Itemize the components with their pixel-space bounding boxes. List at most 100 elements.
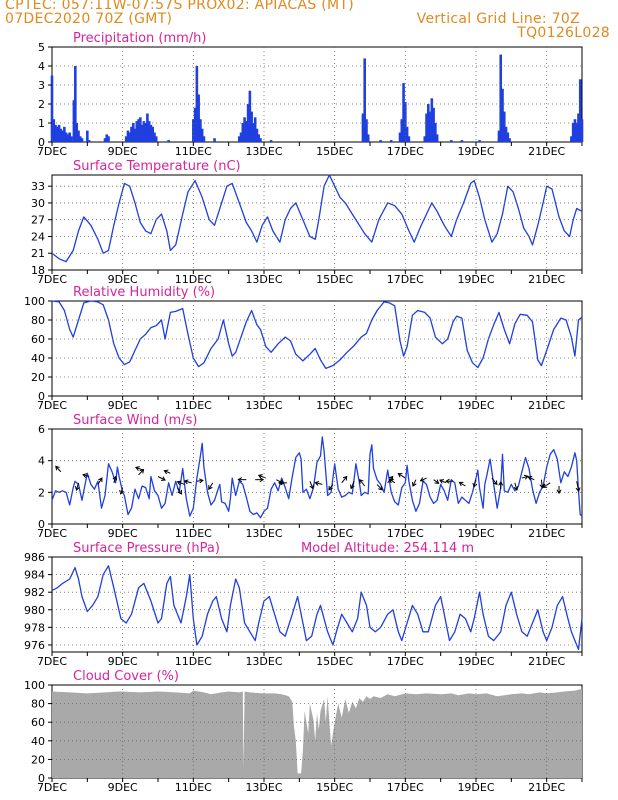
precip-bar: [86, 130, 89, 142]
precip-bar: [499, 54, 503, 142]
header-date: 07DEC2020 70Z (GMT): [5, 11, 173, 27]
wind-arrowhead: [378, 485, 383, 491]
wind-arrowhead: [55, 465, 60, 471]
precip-bar: [435, 134, 439, 142]
panel-temperature: [48, 174, 583, 274]
precip-bar: [508, 138, 511, 142]
precip-bar: [434, 123, 437, 142]
y-tick-label: 4: [38, 60, 45, 73]
x-tick-label: 11DEC: [175, 527, 212, 540]
wind-arrow: [412, 479, 417, 487]
y-tick-label: 0: [38, 772, 45, 785]
wind-arrow: [350, 481, 355, 489]
precip-bar: [124, 136, 128, 142]
precip-bar: [250, 111, 253, 142]
precip-bar: [460, 140, 464, 142]
x-tick-label: 21DEC: [528, 273, 565, 286]
cloud-area: [52, 688, 582, 778]
precip-bar: [425, 113, 428, 142]
wind-arrowhead: [523, 474, 529, 480]
precip-bar: [146, 113, 149, 142]
x-tick-label: 9DEC: [108, 781, 138, 794]
precip-bar: [404, 102, 407, 142]
precip-bar: [72, 100, 76, 142]
plot-frame: [51, 556, 583, 653]
header-station-info: CPTEC: 057:11W-07:57S PROX02: APIACAS (M…: [5, 0, 355, 13]
x-tick-label: 21DEC: [528, 399, 565, 412]
precip-bar: [78, 136, 82, 142]
wind-arrowhead: [342, 475, 348, 481]
panel-title: Surface Temperature (nC): [73, 159, 241, 174]
y-tick-label: 0: [38, 518, 45, 531]
precip-bar: [580, 119, 584, 142]
wind-arrow: [389, 478, 396, 484]
wind-arrowhead: [163, 469, 169, 475]
y-tick-label: 27: [31, 214, 45, 227]
precip-bar: [128, 132, 132, 142]
wind-arrow: [576, 481, 580, 492]
x-tick-label: 15DEC: [316, 527, 353, 540]
precip-bar: [200, 128, 204, 142]
x-tick-label: 7DEC: [37, 781, 67, 794]
precip-bar: [66, 134, 70, 142]
precip-bar: [74, 66, 77, 142]
y-tick-label: 2: [38, 98, 45, 111]
x-tick-label: 13DEC: [245, 655, 282, 668]
x-tick-label: 15DEC: [316, 655, 353, 668]
series-line: [51, 436, 583, 519]
wind-arrow: [196, 479, 203, 482]
y-tick-label: 980: [24, 604, 45, 617]
wind-arrow: [135, 466, 145, 471]
y-tick-label: 40: [31, 735, 45, 748]
x-tick-label: 11DEC: [175, 145, 212, 158]
wind-arrowhead: [513, 486, 519, 491]
wind-arrowhead: [539, 483, 545, 489]
wind-arrow: [433, 479, 439, 484]
wind-arrow: [97, 477, 103, 485]
series-line: [51, 300, 583, 370]
precip-bar: [432, 107, 435, 142]
panel-pressure: [48, 556, 583, 656]
wind-arrowhead: [397, 473, 403, 478]
wind-arrow: [459, 481, 466, 487]
wind-arrow: [82, 474, 90, 477]
y-tick-label: 984: [24, 569, 45, 582]
precip-bar: [243, 117, 246, 142]
precip-bar: [389, 140, 393, 142]
wind-arrow: [315, 482, 323, 485]
precip-bar: [501, 88, 504, 142]
precip-bar: [63, 126, 66, 142]
wind-arrow: [439, 479, 447, 484]
panel-humidity: [48, 300, 583, 400]
x-tick-label: 11DEC: [175, 781, 212, 794]
x-tick-label: 19DEC: [457, 655, 494, 668]
model-altitude-label: Model Altitude: 254.114 m: [301, 541, 474, 556]
precip-bar: [56, 126, 59, 142]
precip-bar: [142, 121, 146, 142]
x-tick-label: 17DEC: [387, 273, 424, 286]
y-tick-label: 0: [38, 390, 45, 403]
precip-bar: [167, 140, 170, 142]
y-tick-label: 4: [38, 455, 45, 468]
precip-bar: [575, 123, 578, 142]
x-tick-label: 17DEC: [387, 399, 424, 412]
y-tick-label: 18: [31, 264, 45, 277]
precip-bar: [365, 119, 368, 142]
precip-bar: [504, 126, 508, 142]
series-line: [51, 174, 583, 263]
header-grid-line: Vertical Grid Line: 70Z: [416, 11, 580, 27]
y-tick-label: 30: [31, 197, 45, 210]
y-tick-label: 100: [24, 295, 45, 308]
wind-arrow: [398, 473, 406, 479]
wind-arrowhead: [419, 477, 425, 482]
x-tick-label: 19DEC: [457, 527, 494, 540]
wind-arrow: [521, 475, 529, 479]
precip-bar: [257, 134, 260, 142]
wind-arrow: [491, 477, 498, 485]
x-tick-label: 9DEC: [108, 527, 138, 540]
precip-bar: [192, 119, 195, 142]
x-tick-label: 7DEC: [37, 273, 67, 286]
wind-arrow: [528, 476, 535, 481]
x-tick-label: 15DEC: [316, 273, 353, 286]
wind-arrowhead: [492, 480, 498, 486]
